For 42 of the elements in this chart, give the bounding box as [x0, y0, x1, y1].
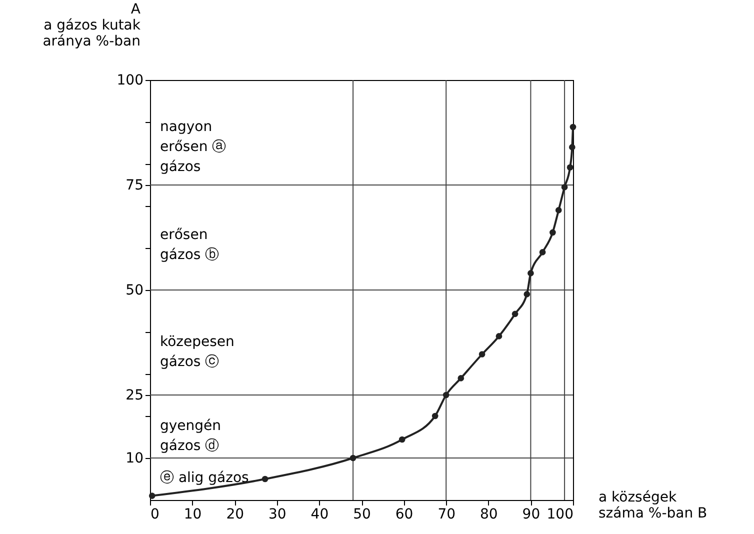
y-tick-label: 25	[126, 388, 144, 404]
point	[350, 454, 356, 462]
x-tick-label: 80	[480, 506, 498, 522]
x-axis-title: a községek száma %-ban B	[598, 490, 708, 522]
point	[561, 184, 568, 190]
y-tick-label: 50	[126, 282, 144, 298]
y-tick-label: 10	[126, 450, 144, 466]
x-tick-label: 90	[522, 506, 540, 522]
point	[555, 207, 562, 214]
point	[570, 124, 576, 130]
y-axis-title: A a gázos kutak aránya %-ban	[42, 2, 142, 50]
point	[478, 351, 486, 358]
x-tick-label: 60	[395, 506, 414, 522]
y-tick-label: 75	[126, 178, 144, 194]
y-tick-label: 100	[116, 72, 144, 88]
annotation: közepesen gázos ⓒ	[160, 334, 234, 370]
annotation: erősen gázos ⓑ	[160, 227, 220, 263]
point	[539, 249, 546, 256]
point	[496, 333, 502, 340]
point	[568, 144, 576, 150]
x-tick-label: 70	[438, 506, 456, 522]
annotation: ⓔ alig gázos	[160, 470, 249, 486]
annotation: gyengén gázos ⓓ	[160, 418, 222, 454]
point	[432, 412, 438, 420]
point	[512, 310, 518, 318]
point	[148, 492, 156, 499]
point	[262, 476, 268, 482]
point	[566, 164, 574, 171]
point	[524, 291, 530, 298]
point	[442, 392, 450, 398]
x-tick-label: 10	[184, 506, 202, 522]
x-tick-label: 20	[226, 506, 244, 522]
x-tick-label: 50	[353, 506, 371, 522]
x-tick-label: 100	[546, 506, 574, 522]
x-tick-label: 30	[268, 506, 286, 522]
x-tick-label: 0	[150, 506, 160, 522]
point	[398, 436, 406, 443]
x-tick-label: 40	[310, 506, 329, 522]
point	[458, 375, 464, 382]
annotation: nagyon erősen ⓐ gázos	[160, 119, 226, 175]
point	[550, 229, 556, 236]
point	[528, 270, 534, 276]
